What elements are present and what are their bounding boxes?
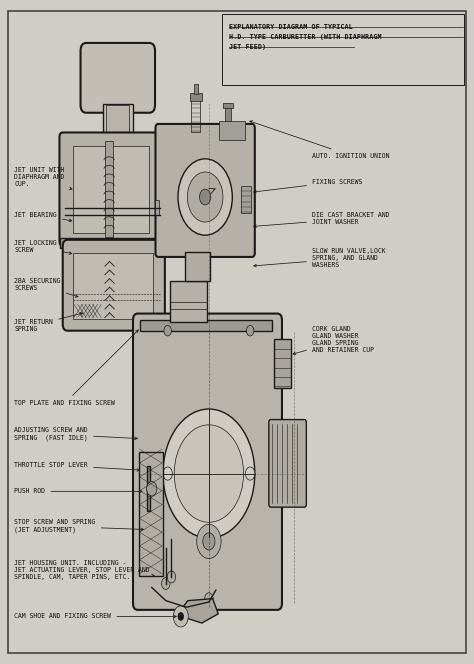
Text: JET LOCKING
SCREW: JET LOCKING SCREW xyxy=(15,240,72,254)
Circle shape xyxy=(178,612,183,620)
FancyBboxPatch shape xyxy=(133,313,282,610)
Circle shape xyxy=(205,593,213,605)
Circle shape xyxy=(203,533,215,550)
Circle shape xyxy=(197,525,221,558)
Text: 2BA SECURING
SCREWS: 2BA SECURING SCREWS xyxy=(15,278,78,297)
Bar xyxy=(147,466,150,511)
Text: CAM SHOE AND FIXING SCREW: CAM SHOE AND FIXING SCREW xyxy=(15,614,176,620)
Circle shape xyxy=(162,578,170,590)
Bar xyxy=(222,14,464,85)
Bar xyxy=(102,104,133,137)
Text: JET BEARING: JET BEARING xyxy=(15,212,72,222)
Bar xyxy=(105,141,113,236)
Bar xyxy=(219,122,245,139)
Bar xyxy=(184,252,210,282)
Bar xyxy=(73,253,153,319)
Text: AUTO. IGNITION UNION: AUTO. IGNITION UNION xyxy=(250,121,390,159)
Bar xyxy=(138,452,163,576)
Circle shape xyxy=(164,325,172,336)
Bar xyxy=(171,282,207,322)
Bar xyxy=(60,238,162,248)
Bar xyxy=(155,201,159,214)
Text: JET RETURN
SPRING: JET RETURN SPRING xyxy=(15,313,82,332)
Text: THROTTLE STOP LEVER: THROTTLE STOP LEVER xyxy=(15,462,140,471)
Circle shape xyxy=(178,159,232,235)
Text: JET FEED): JET FEED) xyxy=(228,44,266,50)
Bar xyxy=(139,320,272,331)
Text: TOP PLATE AND FIXING SCREW: TOP PLATE AND FIXING SCREW xyxy=(15,330,138,406)
Text: STOP SCREW AND SPRING
(JET ADJUSTMENT): STOP SCREW AND SPRING (JET ADJUSTMENT) xyxy=(15,519,144,533)
Circle shape xyxy=(246,325,254,336)
FancyBboxPatch shape xyxy=(63,240,165,331)
Circle shape xyxy=(246,467,255,480)
Text: DIE CAST BRACKET AND
JOINT WASHER: DIE CAST BRACKET AND JOINT WASHER xyxy=(254,212,390,228)
Circle shape xyxy=(146,481,157,496)
Text: SLOW RUN VALVE,LOCK
SPRING, AND GLAND
WASHERS: SLOW RUN VALVE,LOCK SPRING, AND GLAND WA… xyxy=(254,248,385,268)
Text: H.D. TYPE CARBURETTER (WITH DIAPHRAGM: H.D. TYPE CARBURETTER (WITH DIAPHRAGM xyxy=(228,34,381,40)
Bar xyxy=(223,103,233,108)
Bar xyxy=(273,339,292,388)
Bar xyxy=(73,146,149,233)
Bar xyxy=(106,106,129,135)
Bar xyxy=(194,84,198,94)
Bar xyxy=(191,100,201,133)
Text: JET UNIT WITH
DIAPHRAGM AND
CUP.: JET UNIT WITH DIAPHRAGM AND CUP. xyxy=(15,167,72,189)
FancyBboxPatch shape xyxy=(269,420,306,507)
Text: EXPLANATORY DIAGRAM OF TYPICAL: EXPLANATORY DIAGRAM OF TYPICAL xyxy=(228,24,352,30)
Circle shape xyxy=(173,606,188,627)
Circle shape xyxy=(200,189,211,205)
Polygon shape xyxy=(177,599,218,623)
Text: PUSH ROD: PUSH ROD xyxy=(15,488,142,494)
Circle shape xyxy=(163,467,173,480)
Circle shape xyxy=(163,409,255,538)
Bar xyxy=(241,186,251,214)
Text: JET HOUSING UNIT. INCLUDING -
JET ACTUATING LEVER, STOP LEVER AND
SPINDLE, CAM, : JET HOUSING UNIT. INCLUDING - JET ACTUAT… xyxy=(15,560,154,580)
FancyBboxPatch shape xyxy=(59,133,164,246)
FancyBboxPatch shape xyxy=(81,43,155,113)
Bar xyxy=(190,93,202,101)
Circle shape xyxy=(187,172,223,222)
Text: FIXING SCREWS: FIXING SCREWS xyxy=(254,179,362,193)
Text: ADJUSTING SCREW AND
SPRING  (FAST IDLE): ADJUSTING SCREW AND SPRING (FAST IDLE) xyxy=(15,428,137,441)
Circle shape xyxy=(174,425,244,523)
Text: CORK GLAND
GLAND WASHER
GLAND SPRING
AND RETAINER CUP: CORK GLAND GLAND WASHER GLAND SPRING AND… xyxy=(293,327,374,355)
Circle shape xyxy=(167,571,176,583)
FancyBboxPatch shape xyxy=(155,124,255,257)
Bar xyxy=(225,107,231,122)
